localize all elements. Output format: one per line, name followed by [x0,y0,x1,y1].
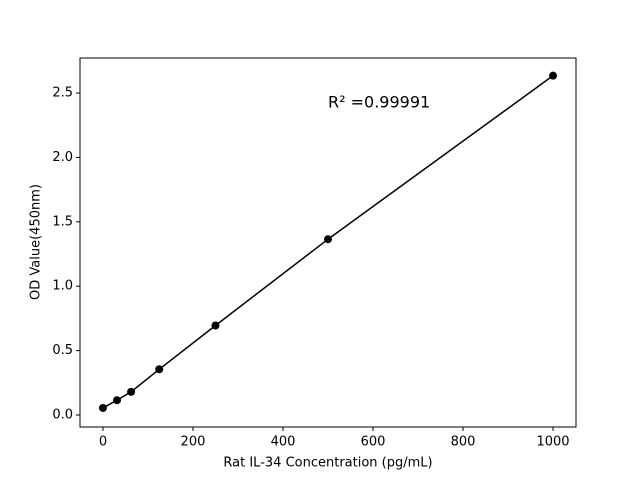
data-point [549,71,558,80]
data-point [211,321,220,330]
data-point [98,403,107,412]
x-tick-label: 0 [99,435,107,450]
y-tick-label: 1.0 [52,279,73,294]
x-tick-label: 600 [361,435,386,450]
data-point [127,387,136,396]
plot-frame [79,57,577,428]
y-tick-label: 0.0 [52,408,73,423]
x-tick-label: 800 [451,435,476,450]
data-point [324,235,332,244]
y-tick-label: 2.0 [52,150,73,165]
x-tick-label: 200 [181,435,206,450]
y-tick-label: 0.5 [52,343,73,358]
x-axis-label: Rat IL-34 Concentration (pg/mL) [223,456,432,471]
x-tick-label: 400 [271,435,296,450]
y-axis-label: OD Value(450nm) [29,184,44,300]
data-point [155,365,164,374]
y-tick-label: 1.5 [52,214,73,229]
x-tick-label: 1000 [536,435,569,450]
y-tick-label: 2.5 [52,86,73,101]
data-point [113,396,122,405]
annotation: R² =0.99991 [328,93,430,112]
